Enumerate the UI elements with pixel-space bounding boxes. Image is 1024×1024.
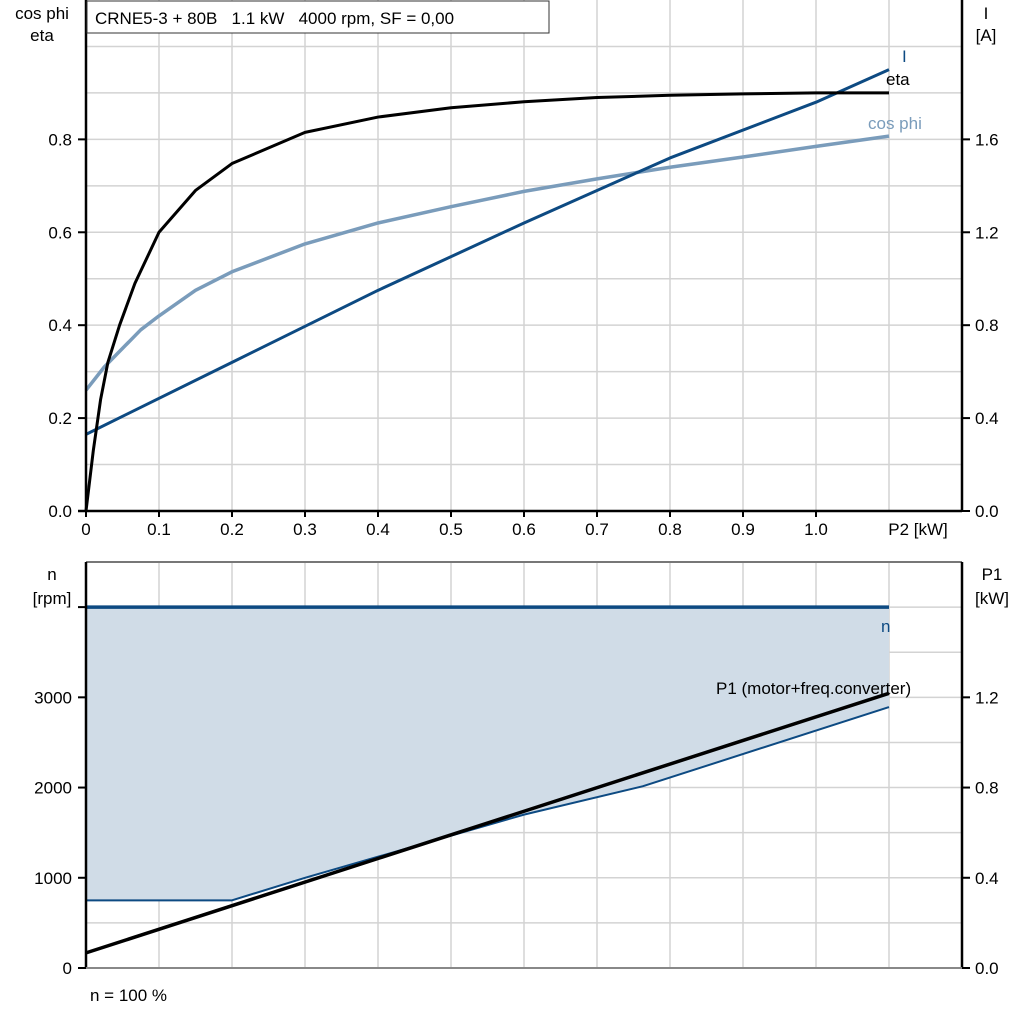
x-tick-label: 0.7 [585, 520, 609, 539]
top-right-tick-label: 1.2 [975, 223, 999, 242]
top-right-tick-label: 0.0 [975, 502, 999, 521]
bottom-left-tick-label: 2000 [34, 779, 72, 798]
top-left-axis-title-2: eta [30, 26, 54, 45]
top-right-axis-title-2: [A] [976, 26, 997, 45]
footnote: n = 100 % [90, 986, 167, 1005]
bottom-right-tick-label: 0.4 [975, 869, 999, 888]
top-right-tick-label: 1.6 [975, 130, 999, 149]
series-label-n: n [881, 617, 890, 636]
x-tick-label: 0.9 [731, 520, 755, 539]
top-left-tick-label: 0.8 [48, 130, 72, 149]
eta-line [84, 91, 889, 512]
top-grid [86, 0, 962, 511]
bottom-right-tick-label: 0.0 [975, 959, 999, 978]
x-tick-label: 1.0 [804, 520, 828, 539]
top-left-tick-label: 0.0 [48, 502, 72, 521]
chart-marks [84, 68, 890, 955]
x-tick-label: 0.8 [658, 520, 682, 539]
series-label-I: I [902, 47, 907, 66]
x-tick-label: 0.2 [220, 520, 244, 539]
chart-title: CRNE5-3 + 80B 1.1 kW 4000 rpm, SF = 0,00 [95, 9, 454, 28]
current-line [85, 68, 890, 436]
x-tick-label: 0.3 [293, 520, 317, 539]
series-label-cos-phi: cos phi [868, 114, 922, 133]
top-left-tick-label: 0.2 [48, 409, 72, 428]
top-right-axis-title-1: I [984, 4, 989, 23]
x-tick-label: 0.4 [366, 520, 390, 539]
series-label-P1: P1 (motor+freq.converter) [716, 679, 911, 698]
top-right-tick-label: 0.4 [975, 409, 999, 428]
cos-phi-line [84, 134, 890, 392]
x-tick-label: 0.6 [512, 520, 536, 539]
x-tick-label: 0.5 [439, 520, 463, 539]
bottom-right-axis-title-2: [kW] [975, 589, 1009, 608]
top-right-tick-label: 0.8 [975, 316, 999, 335]
bottom-left-tick-label: 0 [63, 959, 72, 978]
x-tick-label: 0.1 [147, 520, 171, 539]
top-left-tick-label: 0.4 [48, 316, 72, 335]
top-left-axis-title-1: cos phi [15, 4, 69, 23]
bottom-left-axis-title-1: n [47, 565, 56, 584]
speed-range-area [86, 607, 889, 901]
bottom-right-tick-label: 1.2 [975, 688, 999, 707]
bottom-right-axis-title-1: P1 [982, 565, 1003, 584]
bottom-left-axis-title-2: [rpm] [33, 589, 72, 608]
series-label-eta: eta [886, 70, 910, 89]
bottom-right-tick-label: 0.8 [975, 779, 999, 798]
top-left-tick-label: 0.6 [48, 223, 72, 242]
tick-labels: 0 0.1 0.2 0.3 0.4 0.5 0.6 0.7 0.8 0.9 1.0 0.0 0.2 0.4… [34, 130, 998, 978]
bottom-left-tick-label: 1000 [34, 869, 72, 888]
title-box [86, 0, 550, 34]
x-axis-title: P2 [kW] [888, 520, 948, 539]
bottom-left-tick-label: 3000 [34, 688, 72, 707]
p1-line [85, 691, 890, 955]
x-tick-label: 0 [81, 520, 90, 539]
